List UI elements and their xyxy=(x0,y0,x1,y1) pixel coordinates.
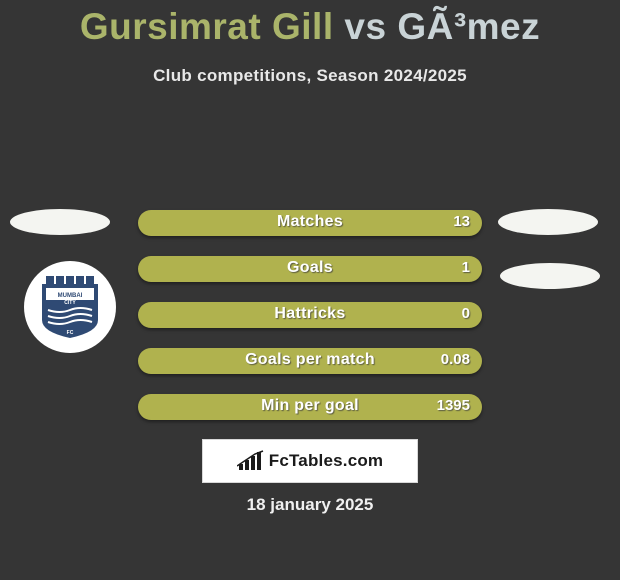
stat-value: 1395 xyxy=(437,397,470,414)
player-halo-right-1 xyxy=(498,209,598,235)
subtitle: Club competitions, Season 2024/2025 xyxy=(0,66,620,86)
stat-bar-matches: Matches 13 xyxy=(138,210,482,236)
club-crest-icon: MUMBAI CITY FC xyxy=(40,274,100,340)
svg-text:MUMBAI: MUMBAI xyxy=(58,293,83,299)
svg-text:FC: FC xyxy=(67,330,74,336)
stat-value: 0 xyxy=(462,305,470,322)
stat-label: Goals xyxy=(138,259,482,277)
stat-bar-hattricks: Hattricks 0 xyxy=(138,302,482,328)
stat-label: Matches xyxy=(138,213,482,231)
snapshot-date: 18 january 2025 xyxy=(0,495,620,515)
svg-text:CITY: CITY xyxy=(64,300,76,306)
bars-chart-icon xyxy=(237,450,265,472)
stat-label: Hattricks xyxy=(138,305,482,323)
stat-bars: Matches 13 Goals 1 Hattricks 0 Goals per… xyxy=(138,210,482,440)
title-vs: vs xyxy=(344,6,386,47)
title-player1: Gursimrat Gill xyxy=(80,6,334,47)
stat-value: 13 xyxy=(453,213,470,230)
watermark-text: FcTables.com xyxy=(269,451,384,471)
player-halo-right-2 xyxy=(500,263,600,289)
page-title: Gursimrat Gill vs GÃ³mez xyxy=(0,0,620,48)
stat-label: Min per goal xyxy=(138,397,482,415)
title-player2: GÃ³mez xyxy=(397,6,540,47)
stat-label: Goals per match xyxy=(138,351,482,369)
stat-value: 1 xyxy=(462,259,470,276)
stat-bar-goals-per-match: Goals per match 0.08 xyxy=(138,348,482,374)
watermark-logo-box: FcTables.com xyxy=(202,439,418,483)
stat-bar-goals: Goals 1 xyxy=(138,256,482,282)
stat-value: 0.08 xyxy=(441,351,470,368)
player-halo-left xyxy=(10,209,110,235)
club-badge: MUMBAI CITY FC xyxy=(24,261,116,353)
stat-bar-min-per-goal: Min per goal 1395 xyxy=(138,394,482,420)
